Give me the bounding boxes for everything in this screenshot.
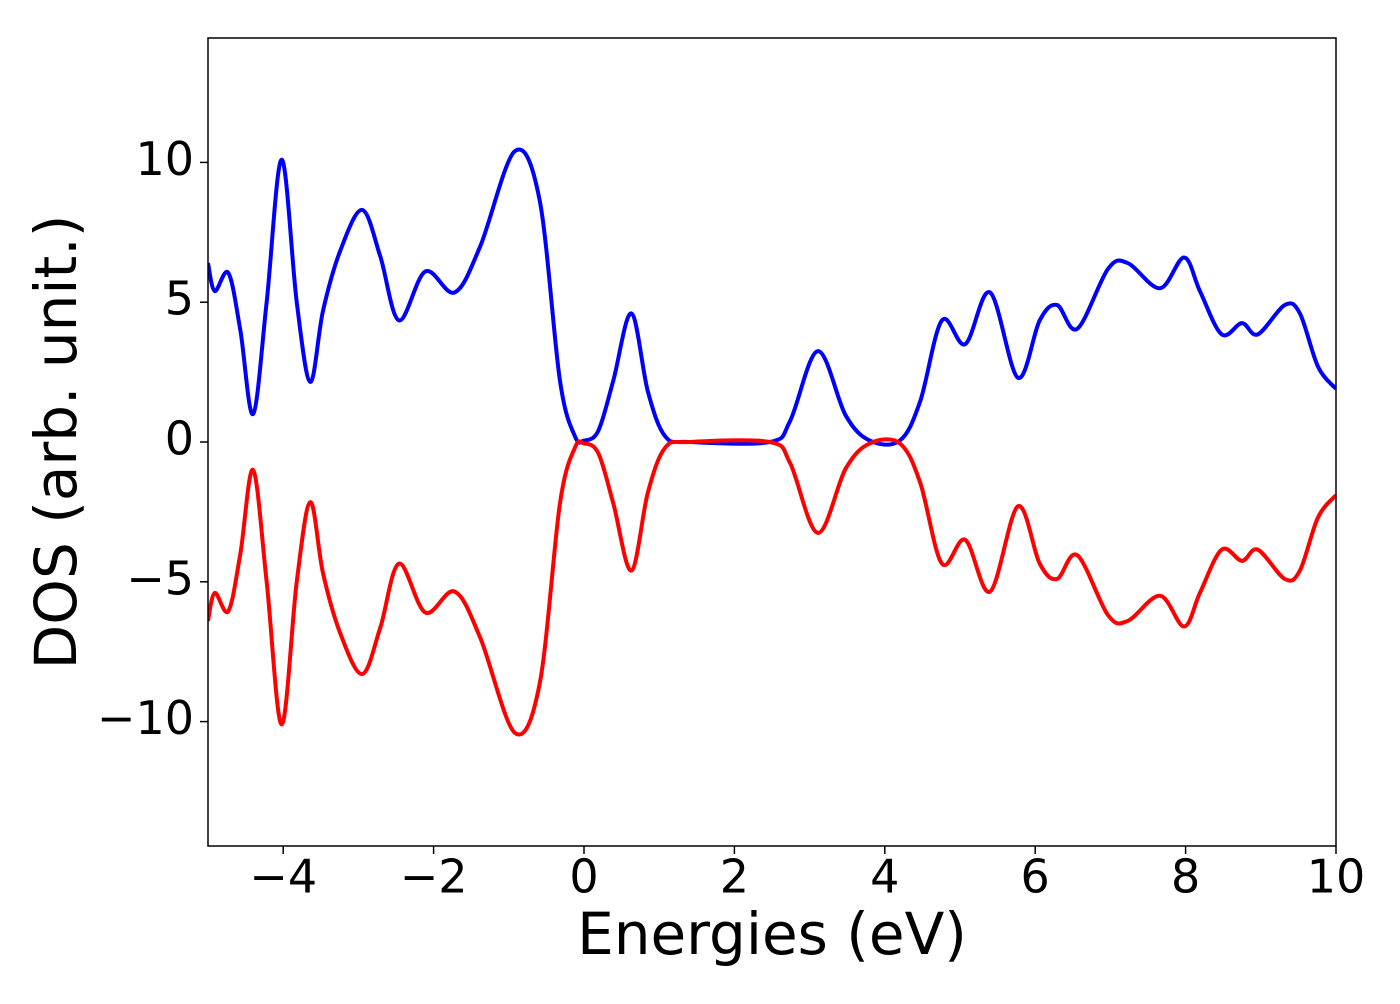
- x-tick-label: −2: [400, 850, 468, 904]
- x-tick-label: 10: [1307, 850, 1366, 904]
- x-tick-label: 8: [1171, 850, 1200, 904]
- plot-frame: [207, 37, 1337, 847]
- x-tick-label: 6: [1021, 850, 1050, 904]
- x-axis-label: Energies (eV): [577, 900, 967, 968]
- y-axis-label: DOS (arb. unit.): [22, 215, 90, 670]
- x-tick-label: 4: [870, 850, 899, 904]
- x-tick-label: 2: [720, 850, 749, 904]
- y-tick-label: 10: [135, 132, 194, 186]
- y-tick-label: −10: [97, 691, 194, 745]
- x-tick-label: 0: [569, 850, 598, 904]
- y-tick-label: −5: [126, 551, 194, 605]
- series-line: [208, 147, 1336, 447]
- y-tick-label: 0: [165, 412, 194, 466]
- x-tick-label: −4: [249, 850, 317, 904]
- y-tick-label: 5: [165, 272, 194, 326]
- series-line: [208, 437, 1336, 737]
